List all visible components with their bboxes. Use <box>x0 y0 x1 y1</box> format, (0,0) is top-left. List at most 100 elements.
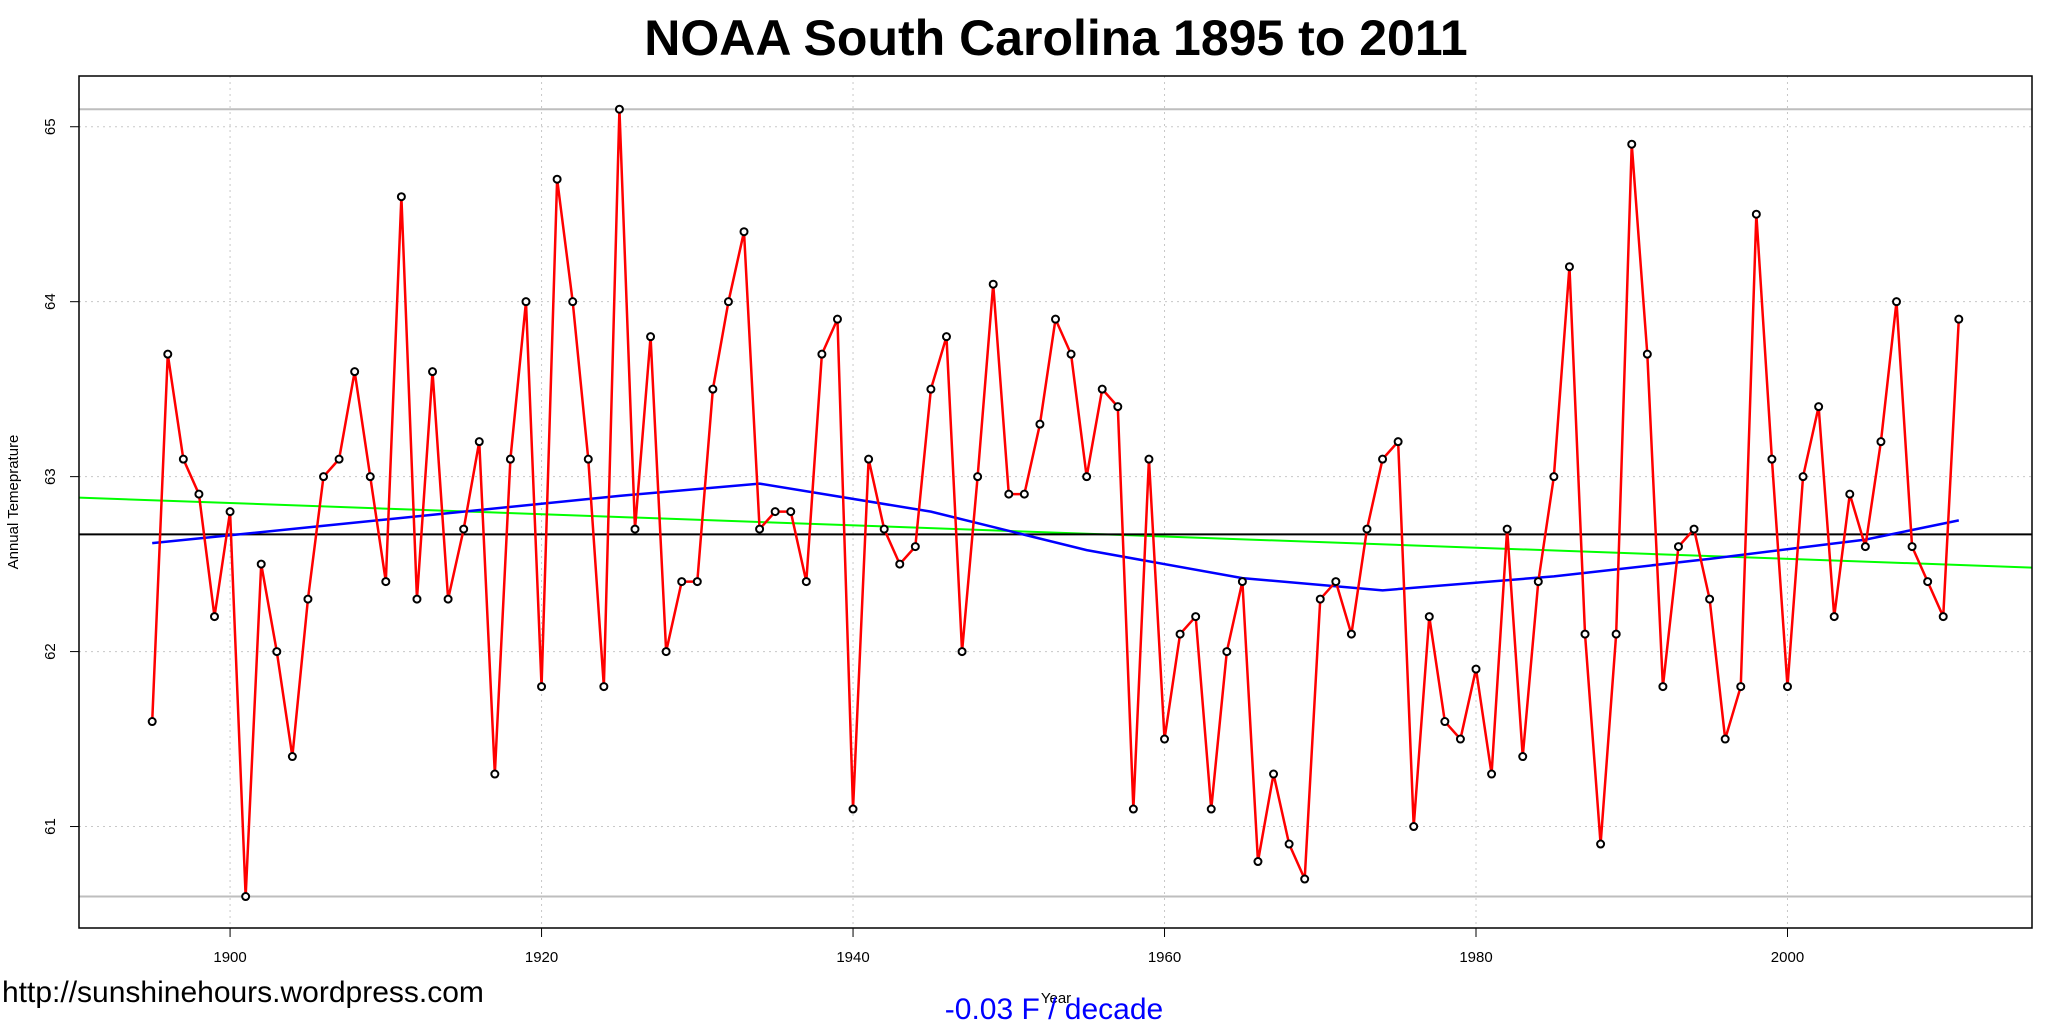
data-point <box>412 594 422 604</box>
data-point <box>1113 402 1123 412</box>
data-point <box>817 349 827 359</box>
data-point <box>1814 402 1824 412</box>
data-point <box>957 647 967 657</box>
x-tick-label: 1960 <box>1148 949 1181 966</box>
data-point <box>1938 612 1948 622</box>
data-point <box>381 577 391 587</box>
data-point <box>1549 472 1559 482</box>
y-tick-label: 61 <box>42 818 59 835</box>
smooth-line <box>152 482 1960 592</box>
x-tick-label: 1900 <box>213 949 246 966</box>
x-tick-label: 2000 <box>1771 949 1804 966</box>
data-point <box>755 524 765 534</box>
data-point <box>1237 577 1247 587</box>
source-url: http://sunshinehours.wordpress.com <box>2 976 484 1009</box>
data-point <box>1689 524 1699 534</box>
data-point <box>147 717 157 727</box>
data-point <box>661 647 671 657</box>
y-tick-label: 63 <box>42 468 59 485</box>
data-line <box>150 109 1961 897</box>
data-point <box>303 594 313 604</box>
data-point <box>1736 682 1746 692</box>
data-point <box>1471 664 1481 674</box>
data-point <box>941 332 951 342</box>
data-point <box>194 489 204 499</box>
data-point <box>163 349 173 359</box>
y-tick-label: 62 <box>42 643 59 660</box>
data-point <box>272 647 282 657</box>
x-tick-label: 1920 <box>525 949 558 966</box>
data-point <box>1284 839 1294 849</box>
data-point <box>988 279 998 289</box>
data-point <box>225 507 235 517</box>
data-point <box>1066 349 1076 359</box>
data-point <box>723 297 733 307</box>
data-point <box>241 892 251 902</box>
data-point <box>505 454 515 464</box>
data-point <box>287 752 297 762</box>
data-point <box>910 542 920 552</box>
data-point <box>1144 454 1154 464</box>
data-point <box>537 682 547 692</box>
data-point <box>1097 384 1107 394</box>
data-point <box>1487 769 1497 779</box>
data-point <box>1269 769 1279 779</box>
data-point <box>1907 542 1917 552</box>
data-point <box>1253 857 1263 867</box>
x-axis-label: Year <box>1041 990 1071 1007</box>
data-point <box>1175 629 1185 639</box>
data-point <box>1845 489 1855 499</box>
data-point <box>895 559 905 569</box>
data-point <box>1440 717 1450 727</box>
data-point <box>1611 629 1621 639</box>
data-point <box>1627 139 1637 149</box>
data-point <box>1673 542 1683 552</box>
data-point <box>646 332 656 342</box>
data-point <box>630 524 640 534</box>
data-point <box>599 682 609 692</box>
data-point <box>879 524 889 534</box>
x-tick-label: 1980 <box>1459 949 1492 966</box>
data-point <box>1409 822 1419 832</box>
data-point <box>1222 647 1232 657</box>
data-point <box>365 472 375 482</box>
data-point <box>350 367 360 377</box>
data-point <box>1331 577 1341 587</box>
data-point <box>832 314 842 324</box>
data-point <box>926 384 936 394</box>
data-point <box>178 454 188 464</box>
data-point <box>1128 804 1138 814</box>
data-point <box>1424 612 1434 622</box>
data-point <box>1767 454 1777 464</box>
data-point <box>1782 682 1792 692</box>
data-point <box>786 507 796 517</box>
data-point <box>801 577 811 587</box>
data-point <box>1798 472 1808 482</box>
data-point <box>568 297 578 307</box>
data-point <box>1751 209 1761 219</box>
data-point <box>708 384 718 394</box>
data-point <box>319 472 329 482</box>
data-point <box>770 507 780 517</box>
data-point <box>1300 874 1310 884</box>
trend-line <box>78 496 2033 569</box>
data-point <box>1362 524 1372 534</box>
data-point <box>1502 524 1512 534</box>
data-point <box>474 437 484 447</box>
data-point <box>1876 437 1886 447</box>
data-point <box>1082 472 1092 482</box>
data-point <box>1019 489 1029 499</box>
data-point <box>1564 262 1574 272</box>
data-point <box>1035 419 1045 429</box>
data-point <box>1315 594 1325 604</box>
data-point <box>1892 297 1902 307</box>
data-point <box>396 192 406 202</box>
data-point <box>1954 314 1964 324</box>
data-point <box>1923 577 1933 587</box>
data-point <box>521 297 531 307</box>
data-point <box>1580 629 1590 639</box>
plot-frame <box>78 75 2033 929</box>
data-point <box>1860 542 1870 552</box>
